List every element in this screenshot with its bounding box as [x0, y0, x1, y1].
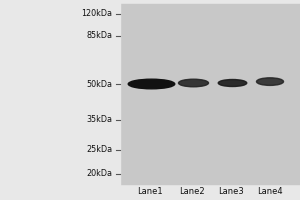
- Text: 25kDa: 25kDa: [86, 146, 112, 154]
- Text: Lane3: Lane3: [218, 188, 244, 196]
- Text: 85kDa: 85kDa: [86, 31, 112, 40]
- Text: Lane1: Lane1: [137, 188, 163, 196]
- Ellipse shape: [128, 79, 175, 89]
- Bar: [120, 4, 300, 184]
- Text: 35kDa: 35kDa: [86, 116, 112, 124]
- Text: 20kDa: 20kDa: [86, 170, 112, 178]
- Text: Lane2: Lane2: [179, 188, 205, 196]
- Ellipse shape: [178, 79, 208, 87]
- Text: 120kDa: 120kDa: [82, 9, 112, 19]
- Ellipse shape: [218, 79, 247, 86]
- Ellipse shape: [256, 78, 284, 85]
- Text: Lane4: Lane4: [257, 188, 283, 196]
- Bar: [0, 0, 120, 200]
- Text: 50kDa: 50kDa: [86, 80, 112, 88]
